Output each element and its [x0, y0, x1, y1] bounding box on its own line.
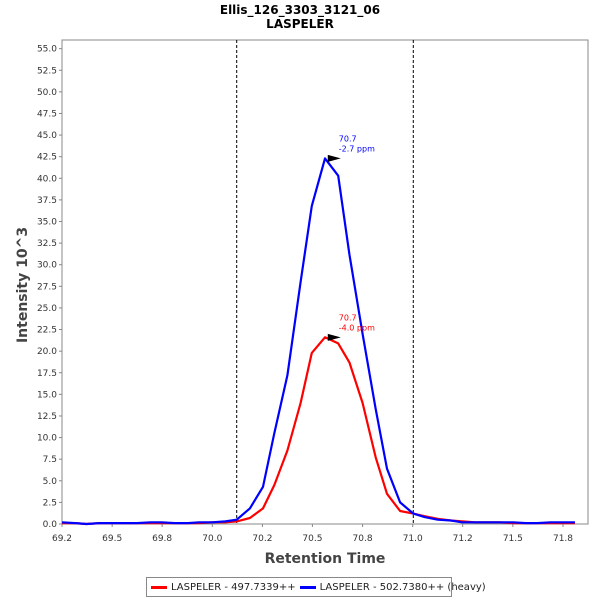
y-tick-label: 25.0: [37, 304, 57, 314]
y-tick-label: 32.5: [37, 239, 57, 249]
y-tick-label: 35.0: [37, 218, 57, 228]
peak-arrow-1: [327, 333, 341, 341]
chart-title: Ellis_126_3303_3121_06: [220, 3, 380, 18]
y-tick-label: 10.0: [37, 434, 57, 444]
x-tick-label: 71.0: [403, 534, 423, 544]
x-axis: 69.2 69.5 69.8 70.0 70.2 70.5 70.8 71.0 71.2 71.5…: [52, 523, 588, 544]
x-tick-label: 70.2: [252, 534, 272, 544]
y-tick-label: 47.5: [37, 109, 57, 119]
x-tick-label: 70.8: [353, 534, 373, 544]
chart-legend: LASPELER - 497.7339++ LASPELER - 502.738…: [146, 577, 486, 597]
x-tick-label: 69.5: [102, 534, 122, 544]
x-tick-label: 69.2: [52, 534, 72, 544]
peak-boundaries: [236, 40, 414, 524]
legend-item-heavy: LASPELER - 502.7380++ (heavy): [299, 581, 486, 593]
y-tick-label: 37.5: [37, 196, 57, 206]
peak-time-label-1: 70.7: [339, 313, 357, 322]
y-tick-label: 22.5: [37, 326, 57, 336]
y-tick-label: 30.0: [37, 261, 57, 271]
x-tick-label: 70.5: [302, 534, 322, 544]
y-tick-label: 7.5: [43, 455, 57, 465]
y-tick-label: 5.0: [43, 477, 58, 487]
x-tick-label: 71.2: [453, 534, 473, 544]
y-tick-label: 52.5: [37, 66, 57, 76]
y-tick-label: 2.5: [43, 498, 57, 508]
x-axis-title: Retention Time: [265, 551, 386, 567]
y-axis-title: Intensity 10^3: [15, 227, 31, 343]
y-tick-label: 55.0: [37, 45, 57, 55]
plot-frame: [61, 39, 589, 525]
y-tick-label: 40.0: [37, 174, 57, 184]
y-tick-label: 15.0: [37, 390, 57, 400]
legend-swatch-red: [151, 585, 167, 589]
y-tick-label: 20.0: [37, 347, 57, 357]
y-tick-label: 50.0: [37, 88, 57, 98]
y-tick-label: 12.5: [37, 412, 57, 422]
x-tick-label: 71.8: [553, 534, 573, 544]
legend-item-light: LASPELER - 497.7339++: [151, 582, 296, 593]
peak-arrow-0: [327, 154, 341, 162]
y-tick-label: 27.5: [37, 282, 57, 292]
series-lines: [61, 157, 575, 526]
peak-ppm-label-0: -2.7 ppm: [339, 144, 375, 153]
legend-label-heavy: LASPELER - 502.7380++ (heavy): [319, 581, 486, 593]
x-tick-label: 70.0: [202, 534, 222, 544]
peak-ppm-label-1: -4.0 ppm: [339, 323, 375, 332]
peak-time-label-0: 70.7: [339, 134, 357, 143]
y-tick-label: 42.5: [37, 153, 57, 163]
y-axis: 0.0 2.5 5.0 7.5 10.0 12.5 15.0 17.5 20.0 22.5 25.0…: [37, 40, 63, 530]
legend-swatch-blue: [299, 585, 316, 589]
y-tick-label: 0.0: [43, 520, 58, 530]
x-tick-label: 69.8: [152, 534, 172, 544]
y-tick-label: 45.0: [37, 131, 57, 141]
series-line-1: [61, 157, 575, 526]
x-tick-label: 71.5: [503, 534, 523, 544]
y-tick-label: 17.5: [37, 369, 57, 379]
chart-subtitle: LASPELER: [266, 17, 334, 31]
legend-label-light: LASPELER - 497.7339++: [171, 581, 296, 593]
